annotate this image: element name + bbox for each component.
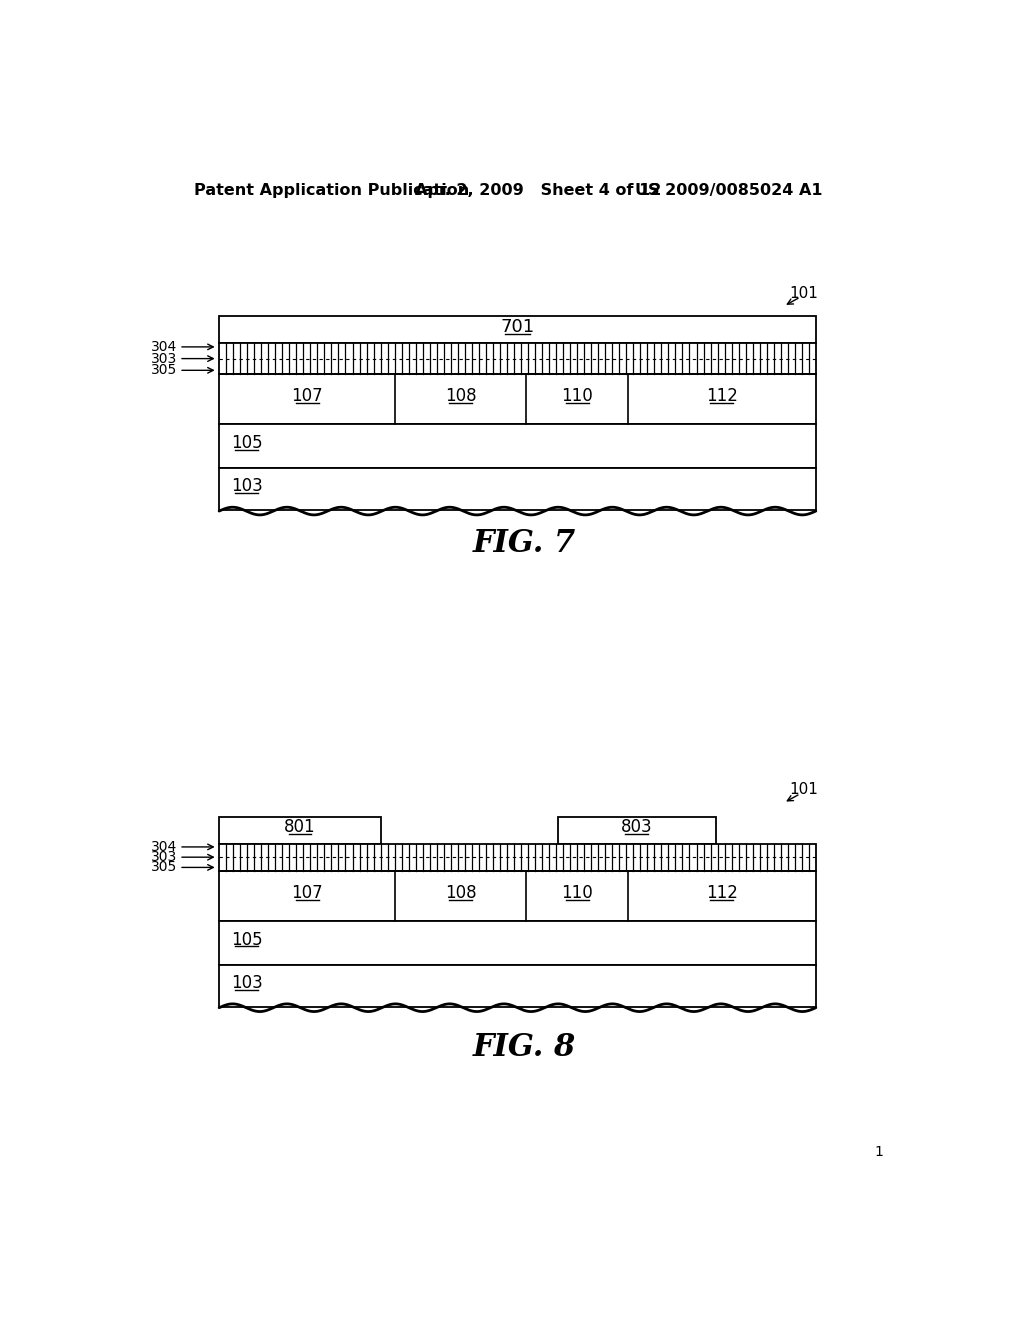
Bar	[219, 374, 816, 424]
Text: 305: 305	[151, 861, 177, 874]
Text: FIG. 8: FIG. 8	[473, 1032, 577, 1063]
Text: 803: 803	[621, 818, 652, 836]
Text: 108: 108	[445, 387, 476, 405]
Bar	[219, 843, 816, 871]
Bar	[219, 317, 816, 343]
Text: 110: 110	[561, 883, 593, 902]
Text: 105: 105	[231, 434, 262, 451]
Text: 103: 103	[231, 477, 263, 495]
Text: 110: 110	[561, 387, 593, 405]
Text: FIG. 7: FIG. 7	[473, 528, 577, 558]
Bar	[219, 921, 816, 965]
Bar	[558, 817, 716, 843]
Text: 701: 701	[501, 318, 535, 335]
Text: 303: 303	[151, 850, 177, 865]
Text: 107: 107	[291, 387, 323, 405]
Bar	[219, 343, 816, 374]
Bar	[219, 843, 816, 871]
Text: 112: 112	[706, 387, 738, 405]
Text: 101: 101	[788, 285, 818, 301]
Text: 801: 801	[284, 818, 315, 836]
Text: Patent Application Publication: Patent Application Publication	[194, 183, 469, 198]
Text: 1: 1	[874, 1144, 884, 1159]
Bar	[219, 871, 816, 921]
Text: 304: 304	[151, 339, 177, 354]
Bar	[219, 343, 816, 374]
Bar	[219, 424, 816, 469]
Text: 105: 105	[231, 931, 262, 949]
Bar	[219, 469, 816, 511]
Text: 108: 108	[445, 883, 476, 902]
Text: US 2009/0085024 A1: US 2009/0085024 A1	[635, 183, 822, 198]
Text: 305: 305	[151, 363, 177, 378]
Text: 304: 304	[151, 840, 177, 854]
Bar	[219, 817, 381, 843]
Text: Apr. 2, 2009   Sheet 4 of 12: Apr. 2, 2009 Sheet 4 of 12	[416, 183, 662, 198]
Text: 103: 103	[231, 974, 263, 991]
Text: 101: 101	[788, 783, 818, 797]
Bar	[219, 965, 816, 1007]
Text: 107: 107	[291, 883, 323, 902]
Text: 112: 112	[706, 883, 738, 902]
Text: 303: 303	[151, 351, 177, 366]
